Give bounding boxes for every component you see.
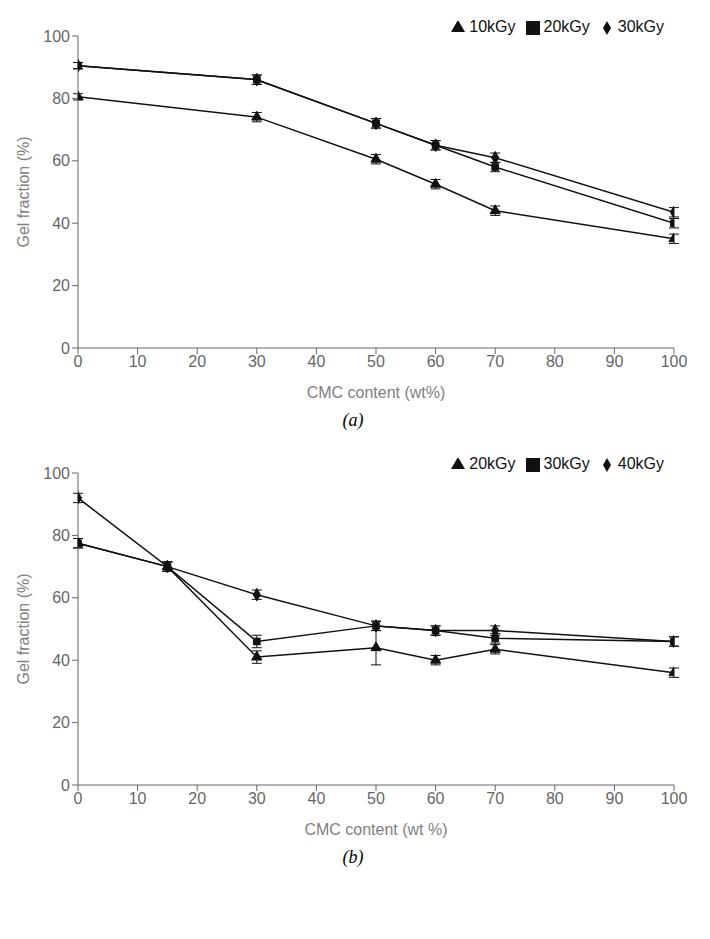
html-text:20kGy: 20kGy bbox=[543, 18, 590, 35]
svg-text:100: 100 bbox=[43, 465, 70, 482]
html-text:(b): (b) bbox=[342, 847, 364, 867]
svg-text:100: 100 bbox=[43, 28, 70, 45]
svg-text:Gel fraction (%): Gel fraction (%) bbox=[15, 136, 32, 247]
svg-text:70: 70 bbox=[486, 790, 504, 807]
svg-text:40: 40 bbox=[52, 652, 70, 669]
svg-text:70: 70 bbox=[486, 353, 504, 370]
html-text:(a): (a) bbox=[342, 410, 364, 430]
svg-text:20: 20 bbox=[188, 790, 206, 807]
svg-text:0: 0 bbox=[74, 353, 83, 370]
svg-text:0: 0 bbox=[74, 790, 83, 807]
html-text:10kGy: 10kGy bbox=[469, 18, 516, 35]
svg-text:80: 80 bbox=[52, 527, 70, 544]
svg-text:40: 40 bbox=[308, 790, 326, 807]
svg-text:50: 50 bbox=[367, 353, 385, 370]
html-text:40kGy: 40kGy bbox=[617, 455, 664, 472]
svg-text:0: 0 bbox=[61, 340, 70, 357]
svg-text:20: 20 bbox=[188, 353, 206, 370]
html-text:20kGy: 20kGy bbox=[469, 455, 516, 472]
svg-text:40: 40 bbox=[52, 215, 70, 232]
svg-text:CMC content (wt%): CMC content (wt%) bbox=[307, 384, 446, 401]
svg-text:0: 0 bbox=[61, 777, 70, 794]
svg-text:30: 30 bbox=[248, 353, 266, 370]
svg-text:60: 60 bbox=[427, 790, 445, 807]
svg-text:10: 10 bbox=[129, 790, 147, 807]
svg-text:80: 80 bbox=[546, 353, 564, 370]
svg-text:30: 30 bbox=[248, 790, 266, 807]
svg-text:60: 60 bbox=[427, 353, 445, 370]
svg-text:80: 80 bbox=[52, 90, 70, 107]
svg-text:60: 60 bbox=[52, 152, 70, 169]
html-text:30kGy: 30kGy bbox=[617, 18, 664, 35]
svg-text:10: 10 bbox=[129, 353, 147, 370]
svg-text:20: 20 bbox=[52, 277, 70, 294]
svg-text:90: 90 bbox=[606, 790, 624, 807]
svg-text:CMC content (wt %): CMC content (wt %) bbox=[304, 821, 447, 838]
html-text:30kGy: 30kGy bbox=[543, 455, 590, 472]
svg-text:50: 50 bbox=[367, 790, 385, 807]
svg-text:20: 20 bbox=[52, 714, 70, 731]
svg-text:80: 80 bbox=[546, 790, 564, 807]
svg-text:90: 90 bbox=[606, 353, 624, 370]
svg-text:Gel fraction (%): Gel fraction (%) bbox=[15, 573, 32, 684]
svg-text:100: 100 bbox=[661, 353, 688, 370]
svg-text:60: 60 bbox=[52, 589, 70, 606]
svg-text:100: 100 bbox=[661, 790, 688, 807]
svg-text:40: 40 bbox=[308, 353, 326, 370]
